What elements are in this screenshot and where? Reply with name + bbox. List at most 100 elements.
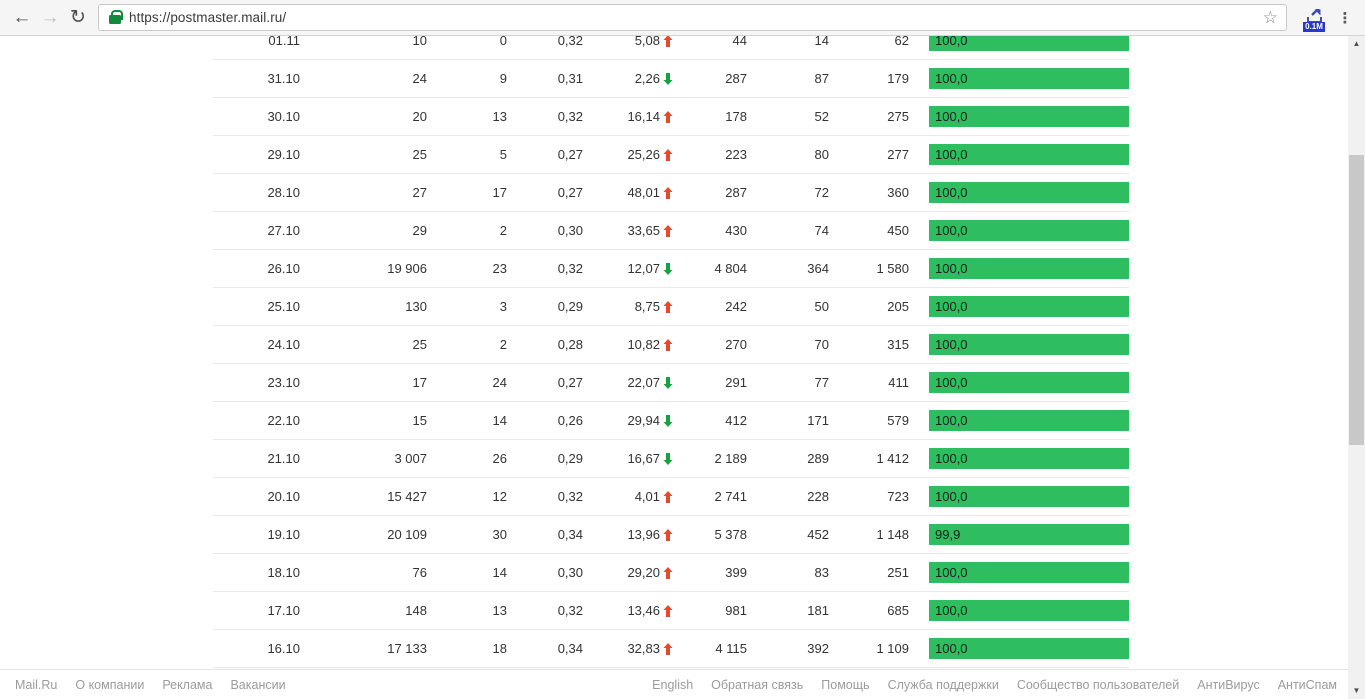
footer-link[interactable]: АнтиСпам [1277,677,1337,692]
row-bar-cell: 100,0 [929,220,1129,241]
row-col7-value: 14 [814,36,829,48]
row-col8-value: 1 148 [876,527,909,542]
footer-link[interactable]: Вакансии [230,677,286,692]
row-percent-cell: 5,08 [583,36,673,48]
row-bar-cell: 100,0 [929,410,1129,431]
extension-badge: 0.1M [1303,22,1325,32]
table-row: 16.10 17 133 18 0,34 32,83 4 115 392 1 1… [213,630,1129,668]
row-percent-cell: 29,20 [583,565,673,580]
row-col8-value: 1 580 [876,261,909,276]
row-percent-value: 13,46 [627,603,660,618]
row-col8-value: 205 [887,299,909,314]
row-percent-value: 29,94 [627,413,660,428]
row-percent-cell: 48,01 [583,185,673,200]
footer-link[interactable]: Помощь [821,677,870,692]
footer-link[interactable]: АнтиВирус [1197,677,1260,692]
row-col6-value: 178 [725,109,747,124]
trend-arrow-icon [663,566,673,579]
row-percent-cell: 29,94 [583,413,673,428]
row-date: 22.10 [267,413,300,428]
row-col7-value: 392 [807,641,829,656]
row-col3-value: 13 [492,603,507,618]
row-col8-value: 1 109 [876,641,909,656]
row-col8-value: 179 [887,71,909,86]
footer-link[interactable]: Служба поддержки [887,677,999,692]
browser-menu-button[interactable]: ⋮ [1337,9,1353,27]
footer-link[interactable]: Реклама [162,677,213,692]
row-percent-value: 48,01 [627,185,660,200]
row-percent-cell: 12,07 [583,261,673,276]
row-col6-value: 223 [725,147,747,162]
table-row: 29.10 25 5 0,27 25,26 223 80 277 100,0 [213,136,1129,174]
row-col4-value: 0,30 [557,565,583,580]
table-row: 23.10 17 24 0,27 22,07 291 77 411 100,0 [213,364,1129,402]
row-date: 21.10 [267,451,300,466]
table-row: 21.10 3 007 26 0,29 16,67 2 189 289 1 41… [213,440,1129,478]
row-col3-value: 13 [492,109,507,124]
percent-bar: 99,9 [929,524,1129,545]
row-percent-value: 5,08 [634,36,660,48]
scrollbar-down-icon[interactable]: ▼ [1352,686,1361,695]
row-percent-cell: 16,14 [583,109,673,124]
page-content: 01.11 10 0 0,32 5,08 44 14 62 100,0 31.1… [0,36,1365,699]
table-row: 31.10 24 9 0,31 2,26 287 87 179 100,0 [213,60,1129,98]
row-col3-value: 26 [492,451,507,466]
footer-link[interactable]: Mail.Ru [15,677,58,692]
row-col8-value: 723 [887,489,909,504]
row-col2-value: 15 [412,413,427,428]
row-date: 25.10 [267,299,300,314]
url-text[interactable]: https://postmaster.mail.ru/ [129,10,287,25]
row-percent-value: 13,96 [627,527,660,542]
row-percent-value: 32,83 [627,641,660,656]
row-percent-cell: 13,96 [583,527,673,542]
table-row: 26.10 19 906 23 0,32 12,07 4 804 364 1 5… [213,250,1129,288]
row-col4-value: 0,26 [557,413,583,428]
forward-button[interactable]: → [40,6,60,28]
row-col7-value: 70 [814,337,829,352]
bookmark-star-icon[interactable]: ☆ [1262,7,1278,27]
row-col2-value: 3 007 [394,451,427,466]
row-col6-value: 287 [725,71,747,86]
footer-link[interactable]: Обратная связь [711,677,804,692]
trend-arrow-icon [663,36,673,47]
row-col3-value: 5 [499,147,507,162]
row-col4-value: 0,31 [557,71,583,86]
row-col3-value: 24 [492,375,507,390]
table-row: 01.11 10 0 0,32 5,08 44 14 62 100,0 [213,36,1129,60]
row-col4-value: 0,34 [557,527,583,542]
address-bar[interactable]: https://postmaster.mail.ru/ ☆ [98,4,1287,31]
vertical-scrollbar[interactable]: ▲ ▼ [1348,36,1365,699]
footer-link[interactable]: Сообщество пользователей [1016,677,1180,692]
footer-link[interactable]: О компании [75,677,145,692]
row-date: 01.11 [268,36,300,48]
row-col2-value: 76 [412,565,427,580]
back-button[interactable]: ← [12,6,32,28]
table-row: 30.10 20 13 0,32 16,14 178 52 275 100,0 [213,98,1129,136]
row-col8-value: 360 [887,185,909,200]
row-col3-value: 18 [492,641,507,656]
row-col7-value: 181 [807,603,829,618]
row-col6-value: 287 [725,185,747,200]
footer-link[interactable]: English [652,677,694,692]
row-percent-cell: 25,26 [583,147,673,162]
trend-arrow-icon [663,110,673,123]
row-col3-value: 30 [492,527,507,542]
row-col7-value: 228 [807,489,829,504]
row-bar-cell: 100,0 [929,562,1129,583]
https-lock-icon [109,9,123,24]
reload-button[interactable]: ↻ [70,7,86,28]
scrollbar-thumb[interactable] [1349,155,1364,445]
percent-bar: 100,0 [929,562,1129,583]
trend-arrow-icon [663,300,673,313]
row-col2-value: 17 133 [387,641,427,656]
trend-arrow-icon [663,72,673,85]
scrollbar-up-icon[interactable]: ▲ [1352,39,1361,48]
row-col4-value: 0,32 [557,261,583,276]
row-col3-value: 14 [492,565,507,580]
row-percent-value: 29,20 [627,565,660,580]
table-row: 28.10 27 17 0,27 48,01 287 72 360 100,0 [213,174,1129,212]
row-col2-value: 29 [412,223,427,238]
row-percent-value: 33,65 [627,223,660,238]
extension-button[interactable]: 0.1M [1299,9,1329,32]
row-col4-value: 0,32 [557,36,583,48]
